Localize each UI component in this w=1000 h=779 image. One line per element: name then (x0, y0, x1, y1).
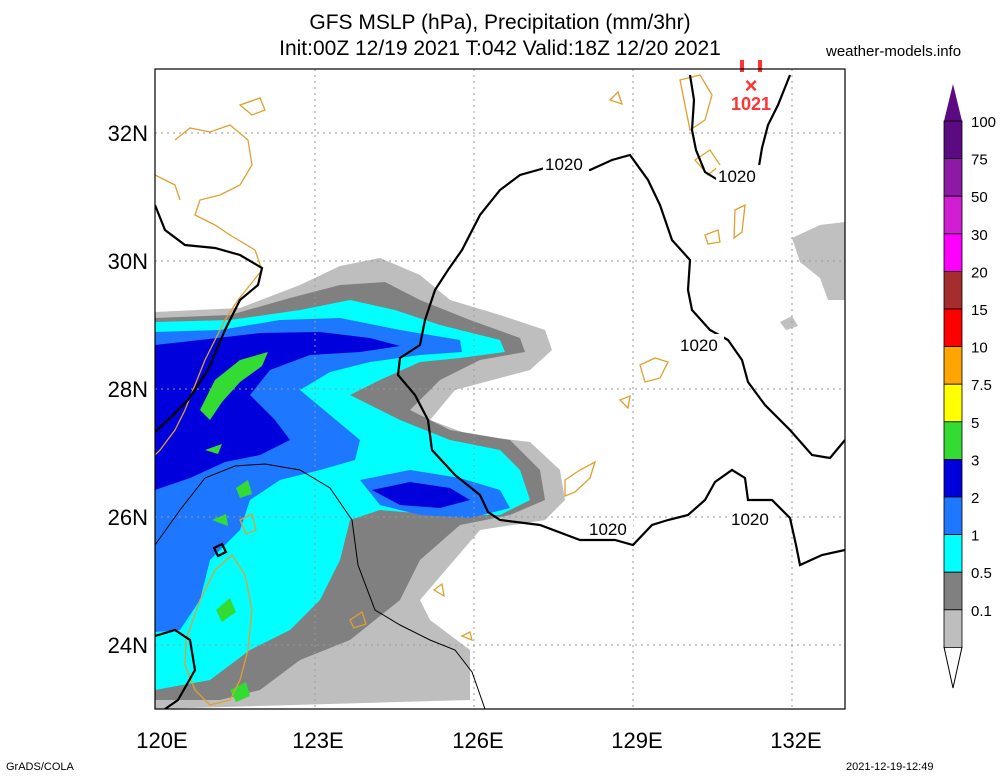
lat-tick-label: 30N (108, 249, 148, 274)
legend-color-box (943, 571, 963, 611)
isobars-1020 (155, 74, 845, 709)
legend-color-box (943, 270, 963, 310)
precip-band-5-small-d (216, 598, 236, 622)
legend-color-box (943, 534, 963, 573)
isobar-label: 1020 (589, 520, 627, 539)
legend-level-label: 30 (971, 227, 988, 244)
precip-gray-patch-small (780, 316, 798, 330)
lon-tick-label: 126E (452, 728, 503, 753)
legend-color-box (943, 195, 963, 235)
isobar-labels: 1020 1020 1020 1020 1020 (543, 153, 775, 539)
legend-color-box (943, 458, 963, 498)
lon-tick-label: 123E (292, 728, 343, 753)
legend-level-label: 5 (971, 415, 979, 432)
precip-band-5-small-e (230, 682, 250, 702)
legend-level-label: 0.1 (971, 603, 992, 620)
legend-color-box (943, 496, 963, 535)
site-credit: weather-models.info (826, 43, 962, 60)
high-center-label: 1021 (731, 94, 771, 114)
high-center-marker: × (745, 73, 758, 98)
isobar-label: 1020 (545, 155, 583, 174)
legend-level-label: 10 (971, 340, 988, 357)
isobar-label: 1020 (718, 167, 756, 186)
high-pressure-center: × 1021 (731, 60, 771, 114)
legend-color-box (943, 308, 963, 347)
graticule (155, 69, 845, 709)
lat-tick-label: 28N (108, 377, 148, 402)
precip-band-3-east (372, 482, 470, 508)
colorbar-legend: 100 75 50 30 20 15 10 7.5 5 3 2 1 0.5 0.1 (943, 84, 996, 689)
legend-color-box (943, 158, 963, 197)
legend-color-box (943, 233, 963, 272)
lon-axis: 120E 123E 126E 129E 132E (136, 728, 821, 753)
isobar-label: 1020 (731, 510, 769, 529)
title-line-2: Init:00Z 12/19 2021 T:042 Valid:18Z 12/2… (279, 37, 721, 60)
footer-credit: GrADS/COLA (6, 761, 74, 773)
legend-level-label: 2 (971, 490, 979, 507)
legend-color-box (943, 609, 963, 648)
lat-tick-label: 24N (108, 633, 148, 658)
legend-color-box (943, 346, 963, 385)
legend-level-label: 3 (971, 452, 979, 469)
lon-tick-label: 129E (611, 728, 662, 753)
legend-top-arrow (944, 84, 962, 121)
lat-tick-label: 32N (108, 121, 148, 146)
lon-tick-label: 120E (136, 728, 187, 753)
precip-gray-patch-east (792, 222, 845, 300)
map-frame (154, 68, 846, 710)
map-area: 1020 1020 1020 1020 1020 × 1021 120E 123… (108, 60, 846, 753)
isobar-label: 1020 (680, 336, 718, 355)
footer-timestamp: 2021-12-19-12:49 (846, 761, 934, 773)
lat-axis: 32N 30N 28N 26N 24N (108, 121, 148, 658)
borders (155, 463, 486, 709)
title-line-1: GFS MSLP (hPa), Precipitation (mm/3hr) (309, 11, 691, 34)
lon-tick-label: 132E (770, 728, 821, 753)
precip-band-5-small (205, 444, 222, 454)
legend-level-label: 75 (971, 152, 988, 169)
legend-level-label: 15 (971, 302, 988, 319)
legend-color-box (943, 383, 963, 423)
legend-bottom-arrow (943, 646, 963, 689)
coastlines (155, 74, 746, 706)
legend-level-label: 1 (971, 528, 979, 545)
lat-tick-label: 26N (108, 505, 148, 530)
precip-band-5-small-c (212, 514, 228, 526)
legend-level-label: 20 (971, 264, 988, 281)
legend-level-label: 100 (971, 114, 996, 131)
legend-level-label: 0.5 (971, 565, 992, 582)
legend-color-box (943, 421, 963, 460)
legend-level-label: 7.5 (971, 377, 992, 394)
legend-color-box (943, 120, 963, 159)
legend-level-label: 50 (971, 189, 988, 206)
precip-band-5-small-b (236, 480, 252, 498)
precip-band-5 (200, 352, 268, 420)
